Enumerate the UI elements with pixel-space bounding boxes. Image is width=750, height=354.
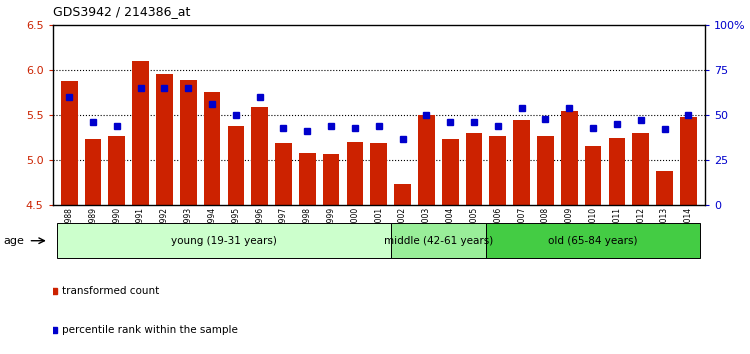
- Text: GDS3942 / 214386_at: GDS3942 / 214386_at: [53, 5, 190, 18]
- FancyBboxPatch shape: [391, 223, 486, 258]
- Text: percentile rank within the sample: percentile rank within the sample: [62, 325, 238, 335]
- Bar: [204, 92, 220, 205]
- Bar: [156, 74, 172, 205]
- Bar: [132, 61, 149, 205]
- Bar: [656, 171, 673, 205]
- Bar: [251, 107, 268, 205]
- Bar: [632, 133, 649, 205]
- Bar: [513, 120, 530, 205]
- FancyBboxPatch shape: [57, 223, 391, 258]
- Bar: [418, 115, 435, 205]
- Bar: [490, 136, 506, 205]
- FancyBboxPatch shape: [486, 223, 700, 258]
- Bar: [61, 81, 77, 205]
- Bar: [394, 184, 411, 205]
- Bar: [180, 80, 196, 205]
- Text: young (19-31 years): young (19-31 years): [171, 236, 277, 246]
- Bar: [561, 110, 578, 205]
- Bar: [85, 138, 101, 205]
- Bar: [370, 143, 387, 205]
- Bar: [227, 126, 244, 205]
- Bar: [680, 117, 697, 205]
- Text: age: age: [4, 236, 25, 246]
- Bar: [537, 136, 554, 205]
- Text: old (65-84 years): old (65-84 years): [548, 236, 638, 246]
- Bar: [299, 153, 316, 205]
- Bar: [585, 146, 602, 205]
- Text: transformed count: transformed count: [62, 286, 160, 296]
- Bar: [466, 133, 482, 205]
- Bar: [346, 142, 363, 205]
- Bar: [442, 138, 458, 205]
- Bar: [322, 154, 340, 205]
- Bar: [608, 138, 625, 205]
- Bar: [109, 136, 125, 205]
- Bar: [275, 143, 292, 205]
- Text: middle (42-61 years): middle (42-61 years): [384, 236, 493, 246]
